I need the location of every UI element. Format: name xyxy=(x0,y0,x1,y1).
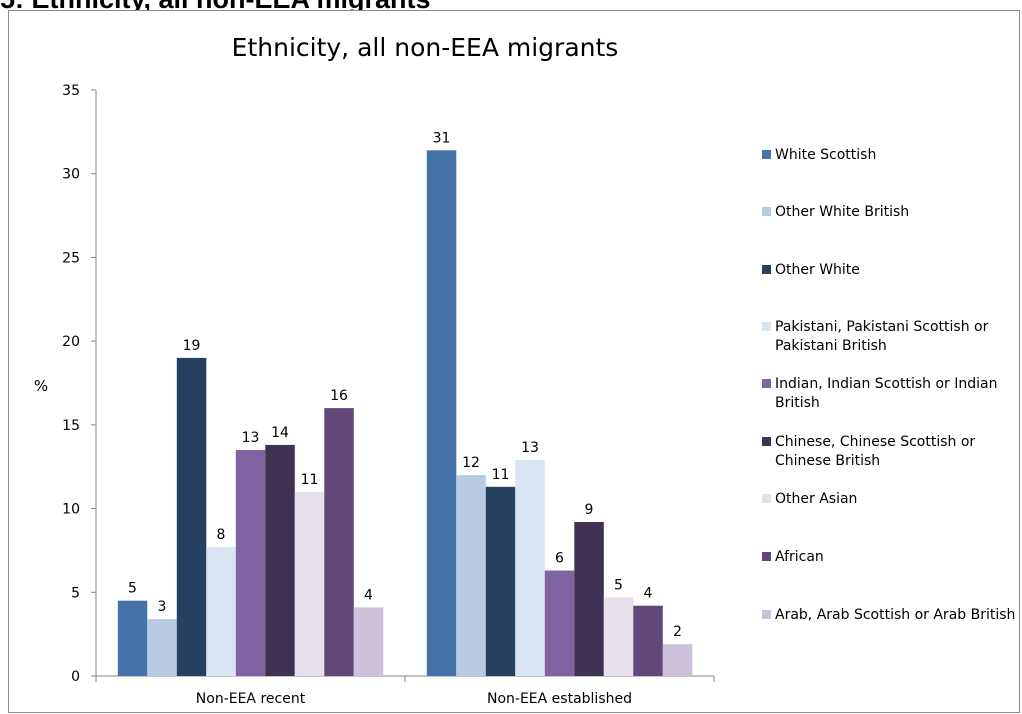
x-category-label: Non-EEA recent xyxy=(196,691,306,707)
data-label: 11 xyxy=(492,467,510,483)
data-label: 2 xyxy=(673,624,682,640)
bar xyxy=(235,450,266,676)
bar xyxy=(324,408,354,676)
bar xyxy=(662,644,693,676)
bar xyxy=(544,570,575,676)
bar xyxy=(426,150,457,677)
bar xyxy=(117,600,148,676)
bar xyxy=(147,619,177,676)
data-label: 14 xyxy=(271,425,289,441)
bar xyxy=(574,522,604,676)
data-label: 19 xyxy=(183,338,201,354)
y-tick-label: 20 xyxy=(62,334,80,350)
data-label: 11 xyxy=(301,472,319,488)
y-tick-label: 5 xyxy=(71,585,80,601)
data-label: 5 xyxy=(128,581,137,597)
y-tick-label: 25 xyxy=(62,250,80,266)
data-labels: 5 3 19 8 13 14 11 16 4 31 12 11 13 6 9 5 4 2 xyxy=(128,130,682,640)
bar xyxy=(176,357,207,676)
data-label: 3 xyxy=(158,599,167,615)
bar xyxy=(294,491,325,676)
y-axis-label: % xyxy=(34,377,48,395)
data-label: 5 xyxy=(614,577,623,593)
data-label: 8 xyxy=(217,527,226,543)
data-label: 9 xyxy=(585,502,594,518)
y-tick-label: 30 xyxy=(62,167,80,183)
y-tick-label: 35 xyxy=(62,83,80,99)
data-label: 6 xyxy=(555,551,564,567)
bars xyxy=(117,150,693,677)
data-label: 13 xyxy=(242,430,260,446)
data-label: 4 xyxy=(644,586,653,602)
bar xyxy=(485,486,516,676)
data-label: 4 xyxy=(364,587,373,603)
bar xyxy=(206,547,236,676)
bar xyxy=(633,605,663,676)
x-category-label: Non-EEA established xyxy=(487,691,632,707)
chart-title: Ethnicity, all non-EEA migrants xyxy=(232,33,619,62)
y-tick-label: 15 xyxy=(62,418,80,434)
y-tick-label: 0 xyxy=(71,669,80,685)
bar xyxy=(603,597,634,676)
data-label: 12 xyxy=(462,455,480,471)
bar xyxy=(456,475,486,676)
data-label: 16 xyxy=(330,388,348,404)
data-label: 13 xyxy=(521,440,539,456)
y-tick-label: 10 xyxy=(62,502,80,518)
bar xyxy=(265,444,295,676)
bar xyxy=(515,460,545,676)
data-label: 31 xyxy=(433,130,451,146)
bar xyxy=(353,607,384,676)
